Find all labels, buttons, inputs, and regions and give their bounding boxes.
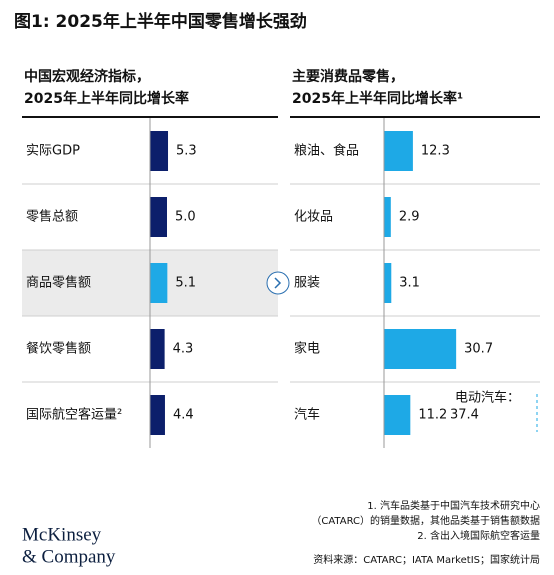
footnote: 1. 汽车品类基于中国汽车技术研究中心 [367,499,540,512]
header-rule [290,116,540,118]
panel-title: 中国宏观经济指标， [24,68,150,85]
category-label: 餐饮零售额 [26,341,91,357]
value-label: 4.4 [173,408,194,423]
panel-title: 2025年上半年同比增长率¹ [292,90,463,107]
bar [150,131,169,171]
value-label: 2.9 [399,210,420,225]
chart-title: 图1: 2025年上半年中国零售增长强劲 [14,11,307,32]
panel-title: 主要消费品零售， [292,68,404,85]
logo: & Company [22,546,116,567]
bar [384,197,391,237]
category-label: 服装 [294,276,320,291]
bar [150,197,167,237]
logo: McKinsey [22,524,102,545]
annotation-text: 电动汽车： [455,390,520,406]
category-label: 汽车 [294,407,320,423]
bar [384,395,411,435]
value-label: 5.1 [175,276,196,291]
value-label: 12.3 [421,144,450,159]
header-rule [22,116,278,118]
category-label: 实际GDP [26,144,80,159]
bar [384,329,457,369]
value-label: 4.3 [173,342,194,357]
category-label: 国际航空客运量² [26,407,122,423]
category-label: 化妆品 [294,210,333,225]
chevron-circle [266,271,290,295]
bar [384,263,392,303]
category-label: 粮油、食品 [294,143,359,159]
annotation-value: 37.4 [450,408,479,423]
value-label: 5.0 [175,210,196,225]
value-label: 5.3 [176,144,197,159]
source: 资料来源：CATARC；IATA MarketIS；国家统计局 [313,553,540,566]
category-label: 商品零售额 [26,275,91,291]
panel-title: 2025年上半年同比增长率 [24,90,189,107]
chevron [274,277,282,289]
footnote: 2. 含出入境国际航空客运量 [417,529,540,542]
category-label: 零售总额 [26,209,78,225]
bar [384,131,413,171]
bar [150,329,165,369]
bar [150,395,165,435]
footnote: （CATARC）的销量数据，其他品类基于销售额数据 [311,514,540,527]
bar [150,263,168,303]
value-label: 11.2 [418,408,447,423]
value-label: 30.7 [464,342,493,357]
value-label: 3.1 [399,276,420,291]
category-label: 家电 [294,341,320,357]
